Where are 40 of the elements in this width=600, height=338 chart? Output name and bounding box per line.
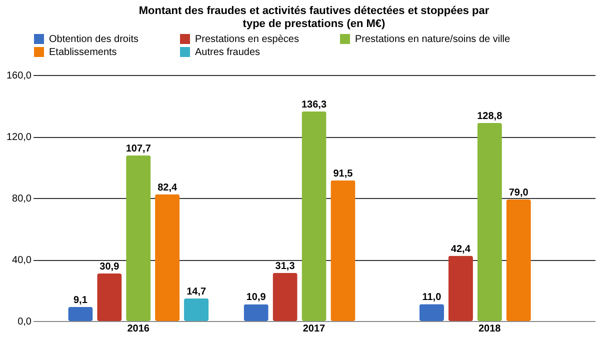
- y-tick-label: 160,0: [6, 70, 32, 82]
- data-label: 14,7: [186, 286, 206, 298]
- bar: [97, 273, 122, 321]
- chart-title: Montant des fraudes et activités fautives détectées et stoppées par type de prestations (en M€): [138, 5, 490, 30]
- data-label: 128,8: [477, 110, 503, 122]
- x-tick-label: 2018: [478, 324, 502, 334]
- legend-label: Autres fraudes: [195, 47, 260, 58]
- y-tick-label: 120,0: [6, 132, 32, 143]
- bar: [506, 200, 531, 321]
- data-label: 11,0: [422, 292, 442, 304]
- bar: [330, 180, 356, 321]
- bar: [419, 304, 444, 321]
- data-label: 136,3: [301, 99, 327, 110]
- legend-label: Prestations en espèces: [195, 34, 299, 45]
- bar: [155, 194, 180, 321]
- bar: [68, 307, 93, 321]
- y-tick-label: 80,0: [12, 194, 32, 204]
- data-label: 42,4: [450, 244, 471, 255]
- data-label: 91,5: [333, 168, 354, 180]
- data-label: 107,7: [126, 143, 152, 154]
- legend-label: Prestations en nature/soins de ville: [355, 34, 511, 45]
- x-tick-label: 2017: [302, 324, 326, 334]
- data-label: 10,9: [246, 292, 266, 304]
- y-tick-label: 40,0: [12, 255, 32, 266]
- data-label: 30,9: [100, 261, 120, 272]
- bar: [272, 272, 298, 321]
- bar: [244, 304, 268, 321]
- data-label: 9,1: [73, 295, 88, 306]
- x-tick-label: 2016: [127, 324, 150, 334]
- data-label: 82,4: [158, 182, 178, 194]
- y-tick-label: 0,0: [18, 316, 32, 328]
- legend-label: Etablissements: [49, 47, 117, 58]
- data-label: 79,0: [508, 188, 529, 199]
- data-label: 31,3: [275, 260, 296, 272]
- bar: [477, 122, 502, 321]
- bar: [448, 256, 473, 321]
- bar: [184, 298, 209, 321]
- bar: [126, 155, 151, 321]
- legend-label: Obtention des droits: [49, 34, 138, 45]
- bar: [302, 111, 326, 321]
